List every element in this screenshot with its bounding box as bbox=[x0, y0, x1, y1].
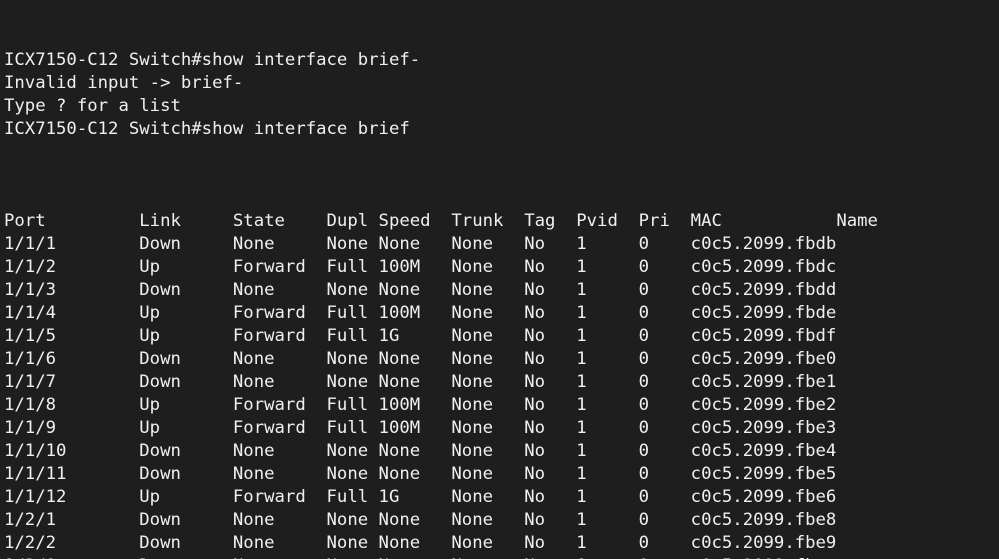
table-row: 1/2/2 Down None None None None No 1 0 c0… bbox=[4, 533, 837, 553]
table-row: 1/1/9 Up Forward Full 100M None No 1 0 c… bbox=[4, 418, 837, 438]
table-row: 1/1/7 Down None None None None No 1 0 c0… bbox=[4, 372, 837, 392]
terminal-output-line: ICX7150-C12 Switch#show interface brief- bbox=[4, 50, 421, 70]
table-row: 1/1/4 Up Forward Full 100M None No 1 0 c… bbox=[4, 303, 837, 323]
table-header-row: Port Link State Dupl Speed Trunk Tag Pvi… bbox=[4, 211, 878, 231]
terminal-scrollback: ICX7150-C12 Switch#show interface brief-… bbox=[4, 49, 999, 164]
table-row: 1/1/6 Down None None None None No 1 0 c0… bbox=[4, 349, 837, 369]
table-row: 1/1/1 Down None None None None No 1 0 c0… bbox=[4, 234, 837, 254]
terminal-output-line: Invalid input -> brief- bbox=[4, 73, 244, 93]
interface-brief-table: Port Link State Dupl Speed Trunk Tag Pvi… bbox=[4, 210, 999, 559]
terminal-output-line: Type ? for a list bbox=[4, 96, 181, 116]
terminal-blank-line bbox=[4, 141, 999, 164]
terminal-output-line: ICX7150-C12 Switch#show interface brief bbox=[4, 119, 410, 139]
table-row: 1/2/1 Down None None None None No 1 0 c0… bbox=[4, 510, 837, 530]
table-row: 1/1/3 Down None None None None No 1 0 c0… bbox=[4, 280, 837, 300]
table-row: 1/1/5 Up Forward Full 1G None No 1 0 c0c… bbox=[4, 326, 837, 346]
table-row: 1/1/12 Up Forward Full 1G None No 1 0 c0… bbox=[4, 487, 837, 507]
table-row: 1/1/8 Up Forward Full 100M None No 1 0 c… bbox=[4, 395, 837, 415]
table-row: 1/1/11 Down None None None None No 1 0 c… bbox=[4, 464, 837, 484]
table-row: 1/3/1 Down None None None None No 1 0 c0… bbox=[4, 555, 999, 559]
table-row: 1/1/10 Down None None None None No 1 0 c… bbox=[4, 441, 837, 461]
table-row: 1/1/2 Up Forward Full 100M None No 1 0 c… bbox=[4, 257, 837, 277]
